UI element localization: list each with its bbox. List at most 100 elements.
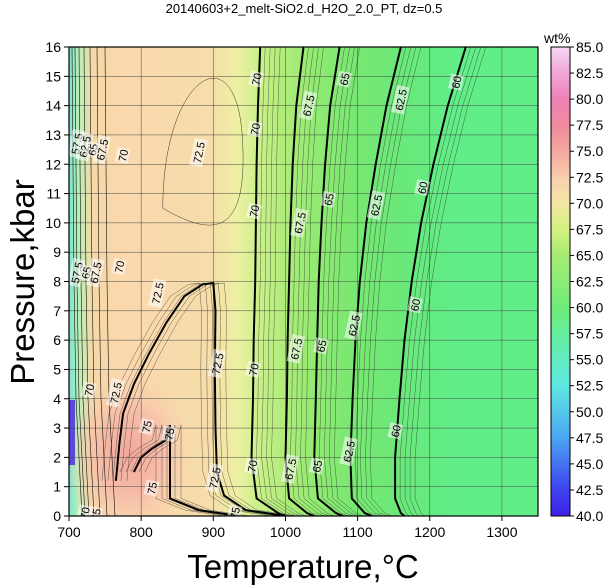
contour-line-thin [126,282,297,516]
contour-label-bg [336,70,353,88]
contour-label: 72.5 [106,377,125,408]
contour-label-bg [366,190,386,221]
contour-label-bg [298,90,318,121]
thin-contours [71,47,487,516]
contour-label-text: 60 [409,298,423,312]
colorbar-tick-label: 75.0 [576,143,603,159]
contour-label-bg [406,296,423,314]
contour-label: 75 [138,417,155,436]
contour-label: 65 [87,505,104,516]
contour-label: 72.5 [147,278,167,308]
contour-label-text: 65 [315,339,329,353]
contour-label-bg [111,258,127,276]
contour-line-thin [329,47,359,516]
contour-label-text: 67.5 [95,138,111,161]
x-axis-label: Temperature,°C [187,548,418,585]
contour-line-thin [74,47,86,516]
contour-label: 67.5 [286,333,305,364]
contour-label-bg [160,425,177,443]
contour-label-bg [414,179,431,197]
contour-label-bg [246,120,263,138]
contour-label-bg [344,310,363,341]
contour-label: 67.5 [280,454,300,484]
contour-label-text: 67.5 [293,211,309,234]
colorbar [550,46,571,517]
contour-line-70 [250,47,286,516]
contour-label-bg [339,436,358,467]
contour-line-60 [394,47,467,516]
y-tick-label: 1 [53,479,61,495]
contour-line-thin [360,47,412,516]
y-tick-label: 3 [53,420,61,436]
x-tick-label: 900 [202,524,226,540]
contour-line-67.5 [284,47,315,516]
y-tick-label: 16 [45,39,61,55]
colorbar-title: wt% [543,30,570,46]
colorbar-tick-label: 55.0 [576,352,603,368]
x-tick-label: 1300 [486,524,517,540]
contour-label-text: 70 [249,122,263,136]
contour-line-75 [133,424,239,516]
contour-label-bg [143,479,160,497]
contour-label-bg [243,457,260,475]
contour-label: 62.5 [391,84,410,115]
contour-line-thin [78,47,90,516]
contour-label: 70 [245,360,262,378]
contour-label-bg [80,381,97,399]
contour-line-thin [144,425,250,516]
contour-label: 70 [76,504,93,520]
contour-label-text: 60 [416,181,430,195]
x-tick-label: 1100 [343,524,373,540]
contour-line-thin [334,47,364,516]
x-tick-label: 700 [57,524,81,540]
y-tick-label: 2 [53,449,61,465]
contour-label-text: 65 [311,459,325,473]
contour-label-text: 67.5 [301,94,317,117]
contour-line-thin [355,47,407,516]
y-tick-label: 10 [45,215,61,231]
colorbar-tick-label: 72.5 [576,169,603,185]
x-tick-label: 1000 [270,524,301,540]
contour-line-thin [71,47,83,516]
contour-label-text: 75 [146,481,160,495]
contour-line-72.5 [114,281,286,516]
x-tick-label: 1200 [414,524,445,540]
contour-label-text: 70 [83,383,97,397]
contour-label-bg [207,348,227,379]
colorbar-tick-label: 60.0 [576,300,603,316]
contour-label: 60 [448,73,465,91]
contour-label: 70 [114,146,131,164]
contour-line-thin [83,47,95,516]
contour-line-thin [138,425,244,516]
contour-line-thin [271,47,306,516]
contour-label-bg [248,70,265,88]
contour-label-text: 67.5 [89,261,105,284]
colorbar-tick-label: 82.5 [576,65,603,81]
contour-label: 75 [226,504,243,520]
contour-line-thin [119,425,225,516]
contour-label: 60 [387,422,404,440]
contour-label-text: 75 [141,420,155,434]
contour-label-text: 65 [338,72,352,86]
y-tick-label: 11 [46,186,61,202]
contour-label-text: 67.5 [289,337,305,360]
grid [69,47,538,516]
y-tick-label: 14 [45,98,61,114]
colorbar-tick-label: 57.5 [576,326,603,342]
y-tick-label: 5 [53,361,61,377]
contour-label: 62.5 [339,436,358,467]
contour-line-thin [266,47,301,516]
colorbar-tick-label: 47.5 [576,430,603,446]
chart-title: 20140603+2_melt-SiO2.d_H2O_2.0_PT, dz=0.… [166,1,443,16]
contour-label: 65 [308,457,325,475]
contour-label-bg [114,146,131,164]
y-tick-label: 4 [53,391,61,407]
contour-label-bg [391,84,410,115]
contour-line-thin [125,425,231,516]
contour-label: 67.5 [85,257,105,288]
contour-label-text: 75 [229,506,243,520]
contour-label-text: 70 [79,506,93,520]
contour-label-text: 72.5 [210,352,226,375]
contour-label: 72.5 [205,462,224,493]
